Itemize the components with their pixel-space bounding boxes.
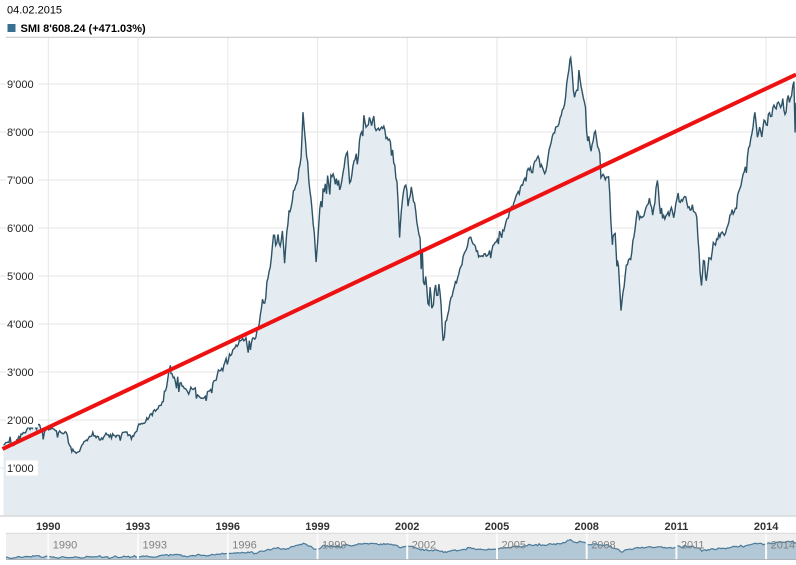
svg-text:2008: 2008 bbox=[574, 521, 598, 533]
svg-text:SMI 8'608.24 (+471.03%): SMI 8'608.24 (+471.03%) bbox=[21, 23, 147, 35]
svg-text:7'000: 7'000 bbox=[7, 175, 34, 187]
svg-text:2014: 2014 bbox=[754, 521, 779, 533]
svg-text:1990: 1990 bbox=[36, 521, 60, 533]
svg-text:2014: 2014 bbox=[771, 540, 795, 552]
svg-text:2005: 2005 bbox=[502, 540, 526, 552]
svg-text:1993: 1993 bbox=[143, 540, 167, 552]
svg-text:1'000: 1'000 bbox=[7, 463, 34, 475]
svg-text:2005: 2005 bbox=[485, 521, 509, 533]
svg-text:2011: 2011 bbox=[664, 521, 688, 533]
svg-text:8'000: 8'000 bbox=[7, 127, 34, 139]
svg-text:9'000: 9'000 bbox=[7, 79, 34, 91]
svg-text:1990: 1990 bbox=[53, 540, 77, 552]
svg-text:5'000: 5'000 bbox=[7, 271, 34, 283]
svg-text:2002: 2002 bbox=[395, 521, 419, 533]
svg-text:1999: 1999 bbox=[322, 540, 346, 552]
svg-text:1993: 1993 bbox=[126, 521, 150, 533]
svg-text:1996: 1996 bbox=[216, 521, 240, 533]
svg-text:2011: 2011 bbox=[681, 540, 705, 552]
svg-text:04.02.2015: 04.02.2015 bbox=[7, 5, 62, 17]
svg-text:4'000: 4'000 bbox=[7, 319, 34, 331]
svg-text:1996: 1996 bbox=[232, 540, 256, 552]
svg-text:2002: 2002 bbox=[412, 540, 436, 552]
svg-text:2008: 2008 bbox=[591, 540, 615, 552]
svg-text:3'000: 3'000 bbox=[7, 367, 34, 379]
svg-text:2'000: 2'000 bbox=[7, 415, 34, 427]
svg-text:1999: 1999 bbox=[305, 521, 329, 533]
svg-text:6'000: 6'000 bbox=[7, 223, 34, 235]
